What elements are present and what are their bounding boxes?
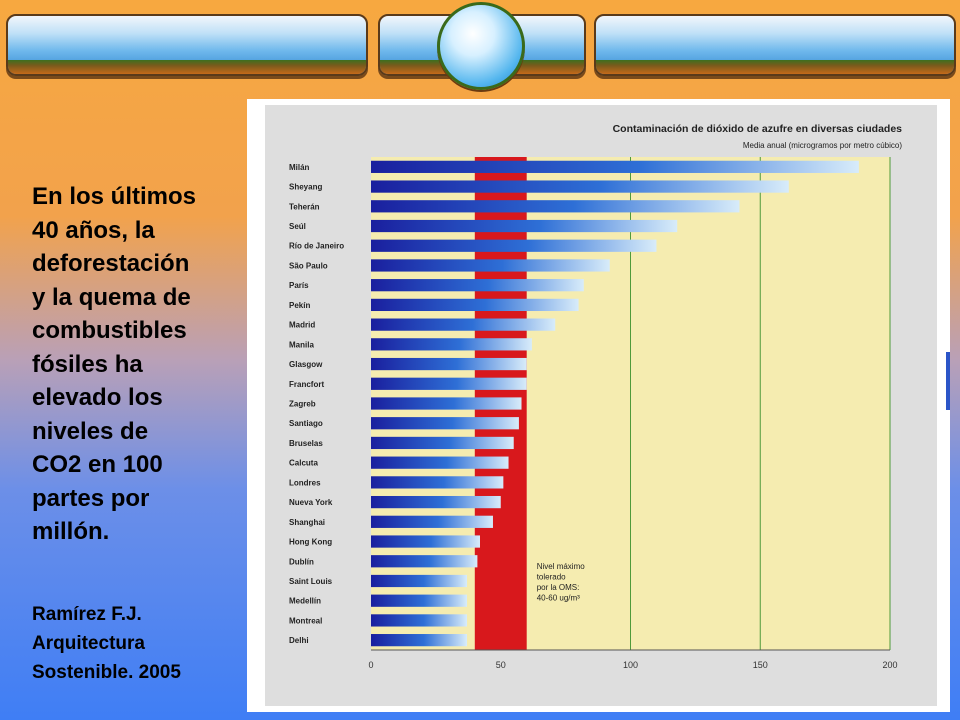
bar [371, 417, 519, 430]
source-citation: Ramírez F.J. Arquitectura Sostenible. 20… [32, 600, 181, 687]
source-author: Ramírez F.J. [32, 604, 142, 625]
quote-line: niveles de [32, 417, 149, 445]
bar [371, 456, 509, 469]
category-label: Montreal [289, 616, 322, 625]
category-label: Milán [289, 163, 310, 172]
header-banner-right [594, 14, 956, 76]
bar [371, 298, 579, 312]
bar [371, 219, 678, 233]
bar [371, 338, 532, 351]
x-tick-label: 0 [368, 660, 373, 670]
category-label: Calcuta [289, 459, 318, 468]
bar [371, 318, 556, 331]
bar [371, 614, 468, 627]
bar [371, 259, 610, 272]
category-label: Dublín [289, 557, 314, 566]
chart-figure: Milán Sheyang Teherán Seúl Río de Janeiro São… [247, 99, 950, 712]
x-tick-label: 150 [753, 660, 768, 670]
quote-line: partes por [32, 484, 150, 512]
category-label: Shanghai [289, 518, 325, 527]
category-label: Nueva York [289, 498, 333, 507]
category-label: Seúl [289, 222, 306, 231]
bar [371, 180, 789, 193]
category-label: Santiago [289, 419, 323, 428]
bar [371, 515, 493, 528]
bar [371, 535, 480, 548]
bar [371, 377, 527, 390]
x-tick-label: 100 [623, 660, 638, 670]
bar [371, 574, 468, 588]
globe-icon [437, 2, 525, 90]
side-marker [946, 352, 950, 410]
chart-subtitle: Media anual (microgramos por metro cúbic… [743, 141, 903, 150]
source-title-line2: Sostenible. 2005 [32, 662, 181, 683]
quote-line: combustibles [32, 317, 187, 344]
bar [371, 279, 584, 292]
annotation-line: 40-60 ug/m³ [537, 594, 580, 603]
quote-line: deforestación [32, 250, 190, 277]
x-tick-label: 50 [496, 660, 506, 670]
source-title-line1: Arquitectura [32, 633, 145, 654]
category-label: Glasgow [289, 360, 323, 369]
bar-chart: Milán Sheyang Teherán Seúl Río de Janeiro São… [265, 105, 937, 706]
category-label: Sheyang [289, 183, 322, 192]
category-label: São Paulo [289, 261, 328, 270]
annotation-line: Nivel máximo [537, 562, 586, 571]
quote-line: y la quema de [32, 283, 191, 311]
bar [371, 239, 657, 252]
category-label: Pekín [289, 301, 310, 310]
bar [371, 397, 522, 410]
annotation-line: tolerado [537, 573, 566, 582]
bar [371, 160, 859, 173]
category-label: París [289, 281, 309, 290]
annotation-line: por la OMS: [537, 583, 580, 592]
category-label: Delhi [289, 636, 309, 645]
category-label: Madrid [289, 321, 315, 330]
bar [371, 357, 527, 371]
category-label: Hong Kong [289, 538, 332, 547]
category-label: Londres [289, 478, 321, 487]
quote-text: En los últimos 40 años, la deforestación… [32, 180, 247, 549]
category-label: Manila [289, 340, 314, 349]
chart-title: Contaminación de dióxido de azufre en di… [613, 123, 903, 135]
category-label: Saint Louis [289, 577, 333, 586]
category-label: Francfort [289, 380, 324, 389]
quote-line: fósiles ha [32, 350, 143, 378]
quote-line: 40 años, la [32, 216, 155, 244]
header-banner-left [6, 14, 368, 76]
bar [371, 594, 468, 607]
bar [371, 555, 478, 568]
bar [371, 436, 514, 450]
bar [371, 200, 740, 213]
quote-line: En los últimos [32, 183, 197, 210]
quote-line: elevado los [32, 384, 163, 411]
category-label: Teherán [289, 202, 320, 211]
quote-line: CO2 en 100 [32, 451, 163, 478]
bar [371, 634, 468, 647]
x-tick-label: 200 [882, 660, 897, 670]
bar [371, 476, 504, 489]
category-label: Zagreb [289, 400, 316, 409]
category-label: Medellín [289, 597, 321, 606]
category-label: Río de Janeiro [289, 242, 344, 251]
bar [371, 495, 501, 509]
category-label: Bruselas [289, 439, 323, 448]
quote-line: millón. [32, 518, 110, 545]
